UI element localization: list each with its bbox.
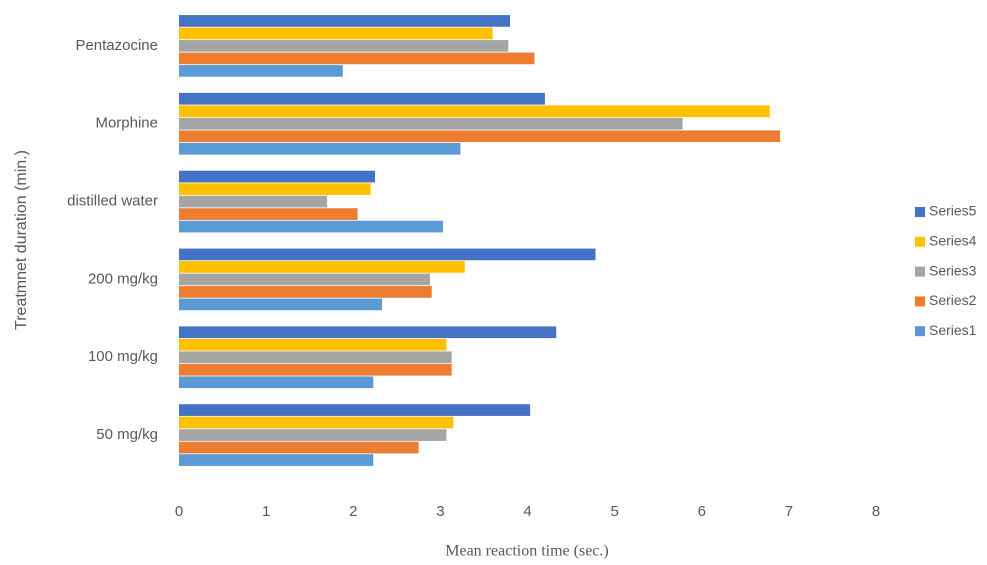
x-tick-label-5: 5 (610, 503, 618, 520)
bar-distilled-water-series1 (179, 220, 443, 233)
bar-morphine-series4 (179, 105, 770, 118)
x-tick-label-7: 7 (785, 503, 793, 520)
legend-swatch-series2 (915, 296, 925, 307)
bar-200-mg-kg-series2 (179, 286, 432, 298)
bar-pentazocine-series5 (179, 15, 511, 27)
bar-100-mg-kg-series1 (179, 376, 374, 389)
legend-swatch-series4 (915, 236, 925, 247)
legend-label-series1: Series1 (929, 322, 977, 338)
legend-label-series5: Series5 (929, 203, 977, 219)
bar-distilled-water-series2 (179, 208, 358, 220)
category-label-50-mg-kg: 50 mg/kg (96, 426, 158, 443)
bar-morphine-series2 (179, 130, 781, 143)
bar-200-mg-kg-series3 (179, 273, 430, 286)
bar-100-mg-kg-series2 (179, 363, 452, 376)
x-tick-label-8: 8 (872, 503, 880, 520)
bar-pentazocine-series1 (179, 65, 343, 77)
legend-swatch-series3 (915, 266, 925, 277)
bars-group (179, 15, 781, 466)
x-tick-label-1: 1 (262, 503, 270, 520)
bar-morphine-series5 (179, 92, 545, 105)
category-label-morphine: Morphine (95, 115, 158, 132)
bar-morphine-series1 (179, 142, 461, 155)
bar-morphine-series3 (179, 117, 683, 130)
bar-pentazocine-series3 (179, 40, 509, 52)
bar-distilled-water-series3 (179, 195, 328, 208)
category-label-200-mg-kg: 200 mg/kg (88, 270, 158, 287)
x-tick-labels: 0 1 2 3 4 5 6 7 8 (175, 503, 880, 520)
bar-100-mg-kg-series5 (179, 326, 557, 339)
legend-label-series4: Series4 (929, 233, 977, 249)
bar-200-mg-kg-series5 (179, 248, 596, 261)
bar-pentazocine-series4 (179, 27, 493, 40)
bar-100-mg-kg-series3 (179, 351, 452, 364)
legend-swatch-series5 (915, 207, 925, 217)
bar-50-mg-kg-series3 (179, 429, 447, 441)
bar-distilled-water-series5 (179, 170, 376, 183)
x-tick-label-2: 2 (349, 503, 357, 520)
bar-distilled-water-series4 (179, 183, 371, 195)
bar-50-mg-kg-series2 (179, 441, 419, 454)
x-tick-label-4: 4 (523, 503, 531, 520)
legend-label-series2: Series2 (929, 292, 977, 308)
category-labels: 50 mg/kg 100 mg/kg 200 mg/kg distilled wate… (67, 37, 158, 443)
category-label-pentazocine: Pentazocine (75, 37, 158, 54)
category-label-distilled-water: distilled water (67, 193, 158, 210)
bar-200-mg-kg-series4 (179, 261, 465, 273)
bar-100-mg-kg-series4 (179, 338, 447, 351)
legend: Series5 Series4 Series3 Series2 Series1 (915, 203, 977, 338)
bar-50-mg-kg-series4 (179, 416, 454, 429)
bar-pentazocine-series2 (179, 52, 535, 65)
bar-200-mg-kg-series1 (179, 298, 382, 311)
x-tick-label-6: 6 (698, 503, 706, 520)
x-axis-title: Mean reaction time (sec.) (445, 543, 608, 560)
x-tick-label-0: 0 (175, 503, 183, 520)
category-label-100-mg-kg: 100 mg/kg (88, 348, 158, 365)
legend-swatch-series1 (915, 326, 925, 337)
x-tick-label-3: 3 (436, 503, 444, 520)
y-axis-title: Treatmnet duration (min.) (13, 150, 30, 330)
legend-label-series3: Series3 (929, 262, 977, 278)
bar-50-mg-kg-series5 (179, 404, 531, 416)
bar-50-mg-kg-series1 (179, 454, 374, 466)
